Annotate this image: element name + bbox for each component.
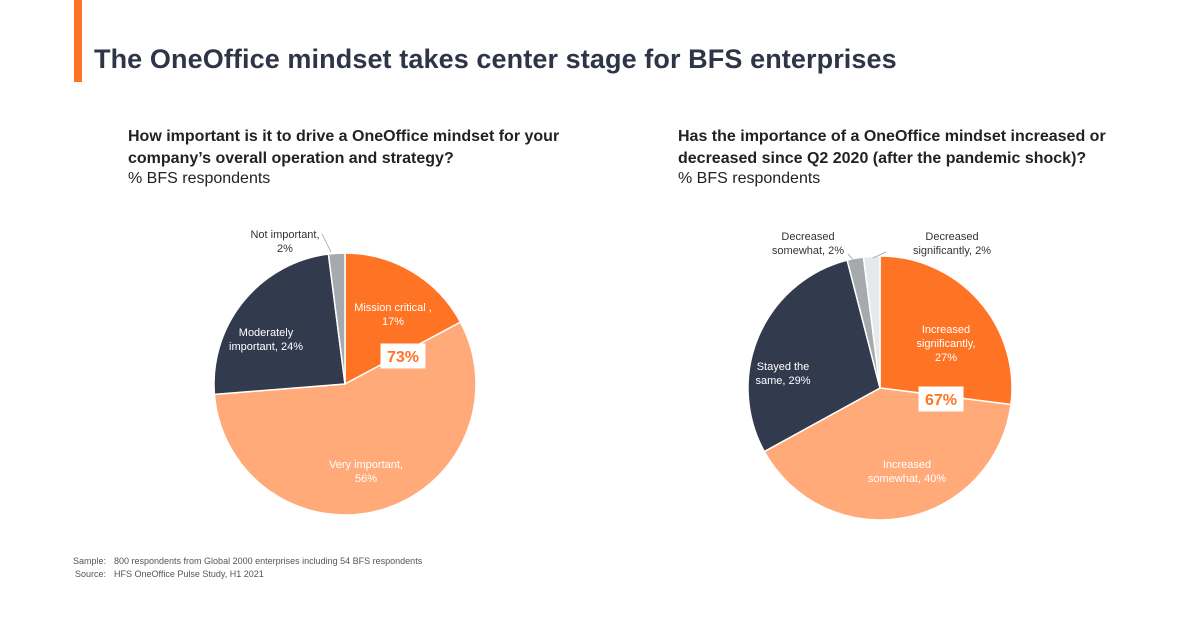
- chart-2-slice-2: [763, 387, 1012, 521]
- footnote-sample: Sample: 800 respondents from Global 2000 …: [56, 556, 422, 566]
- chart-1-slice-1-label-line-1: Mission critical ,: [354, 302, 432, 314]
- footnote-sample-text: 800 respondents from Global 2000 enterpr…: [114, 556, 423, 566]
- chart-1-slice-4-label-line-2: 2%: [277, 243, 293, 255]
- chart-2-slice-4-label-line-1: Decreased: [781, 231, 834, 243]
- chart-2-slice-1-label: Increased significantly, 27%: [916, 324, 975, 364]
- chart-2-slice-3-label-line-2: same, 29%: [755, 375, 810, 387]
- chart-2-slice-2-label-line-2: somewhat, 40%: [868, 473, 946, 485]
- chart-1-question: How important is it to drive a OneOffice…: [128, 126, 559, 170]
- chart-1-slice-3: [213, 253, 346, 396]
- chart-1-slice-4-label: Not important, 2%: [250, 229, 319, 255]
- chart-2-slice-1-label-line-2: significantly,: [916, 338, 975, 350]
- chart-1-slice-3-label-line-2: important, 24%: [229, 341, 303, 353]
- chart-2-slice-1-label-line-3: 27%: [935, 352, 957, 364]
- chart-2-slice-4-label-line-2: somewhat, 2%: [772, 245, 844, 257]
- chart-2-slice-5-leader-line: [872, 251, 887, 259]
- chart-2-slice-5-label-line-2: significantly, 2%: [913, 245, 991, 257]
- chart-1-slice-2-label-line-2: 56%: [355, 473, 377, 485]
- chart-1-slice-3-label: Moderately important, 24%: [229, 327, 303, 353]
- chart-1-slice-4: [327, 252, 346, 385]
- chart-1-slice-3-label-line-1: Moderately: [239, 327, 294, 339]
- chart-1-slice-1-label-line-2: 17%: [382, 316, 404, 328]
- chart-1-slice-1-label: Mission critical , 17%: [354, 302, 432, 328]
- chart-2-subtitle: % BFS respondents: [678, 170, 821, 187]
- chart-2-slice-3-label-line-1: Stayed the: [757, 361, 810, 373]
- chart-2-slice-3-label: Stayed the same, 29%: [755, 361, 810, 387]
- chart-2-slice-1-label-line-1: Increased: [922, 324, 970, 336]
- chart-1-slice-2-label-line-1: Very important,: [329, 459, 403, 471]
- chart-2-slice-2-label-line-1: Increased: [883, 459, 931, 471]
- chart-2-question-line-2: decreased since Q2 2020 (after the pande…: [678, 150, 1087, 167]
- chart-2-slice-1: [879, 255, 1013, 406]
- chart-1-slice-4-leader-line: [321, 233, 332, 253]
- chart-1-highlight-value: 73%: [387, 349, 419, 366]
- chart-1-question-line-1: How important is it to drive a OneOffice…: [128, 128, 560, 145]
- footnote-source-text: HFS OneOffice Pulse Study, H1 2021: [114, 569, 264, 579]
- footnote-source-label: Source:: [74, 569, 106, 579]
- chart-1-subtitle: % BFS respondents: [128, 170, 271, 187]
- chart-1-slice-1: [344, 252, 462, 386]
- chart-1-slice-2: [213, 321, 477, 516]
- chart-1-slice-4-label-line-1: Not important,: [250, 229, 319, 241]
- chart-2-slice-3: [747, 259, 881, 453]
- chart-2-slice-4-leader-line: [847, 253, 856, 263]
- chart-1-question-line-2: company’s overall operation and strategy…: [128, 150, 454, 167]
- chart-1-highlight-box: [380, 343, 426, 369]
- chart-2-highlight-value: 67%: [925, 392, 957, 409]
- chart-2-slice-4-label: Decreased somewhat, 2%: [772, 231, 844, 257]
- chart-2-slice-5-label: Decreased significantly, 2%: [913, 231, 991, 257]
- chart-2-question: Has the importance of a OneOffice mindse…: [678, 126, 1106, 170]
- footnote-source: Source: HFS OneOffice Pulse Study, H1 202…: [56, 569, 264, 579]
- chart-2-slice-2-label: Increased somewhat, 40%: [868, 459, 946, 485]
- chart-2-slice-5-label-line-1: Decreased: [925, 231, 978, 243]
- title-accent-bar: [74, 0, 82, 82]
- page-title: The OneOffice mindset takes center stage…: [94, 44, 897, 74]
- footnote-sample-label: Sample:: [72, 556, 106, 566]
- chart-2-question-line-1: Has the importance of a OneOffice mindse…: [678, 128, 1106, 145]
- chart-2-highlight-box: [918, 386, 964, 412]
- chart-2-slice-5: [862, 255, 881, 389]
- chart-1-slice-2-label: Very important, 56%: [329, 459, 403, 485]
